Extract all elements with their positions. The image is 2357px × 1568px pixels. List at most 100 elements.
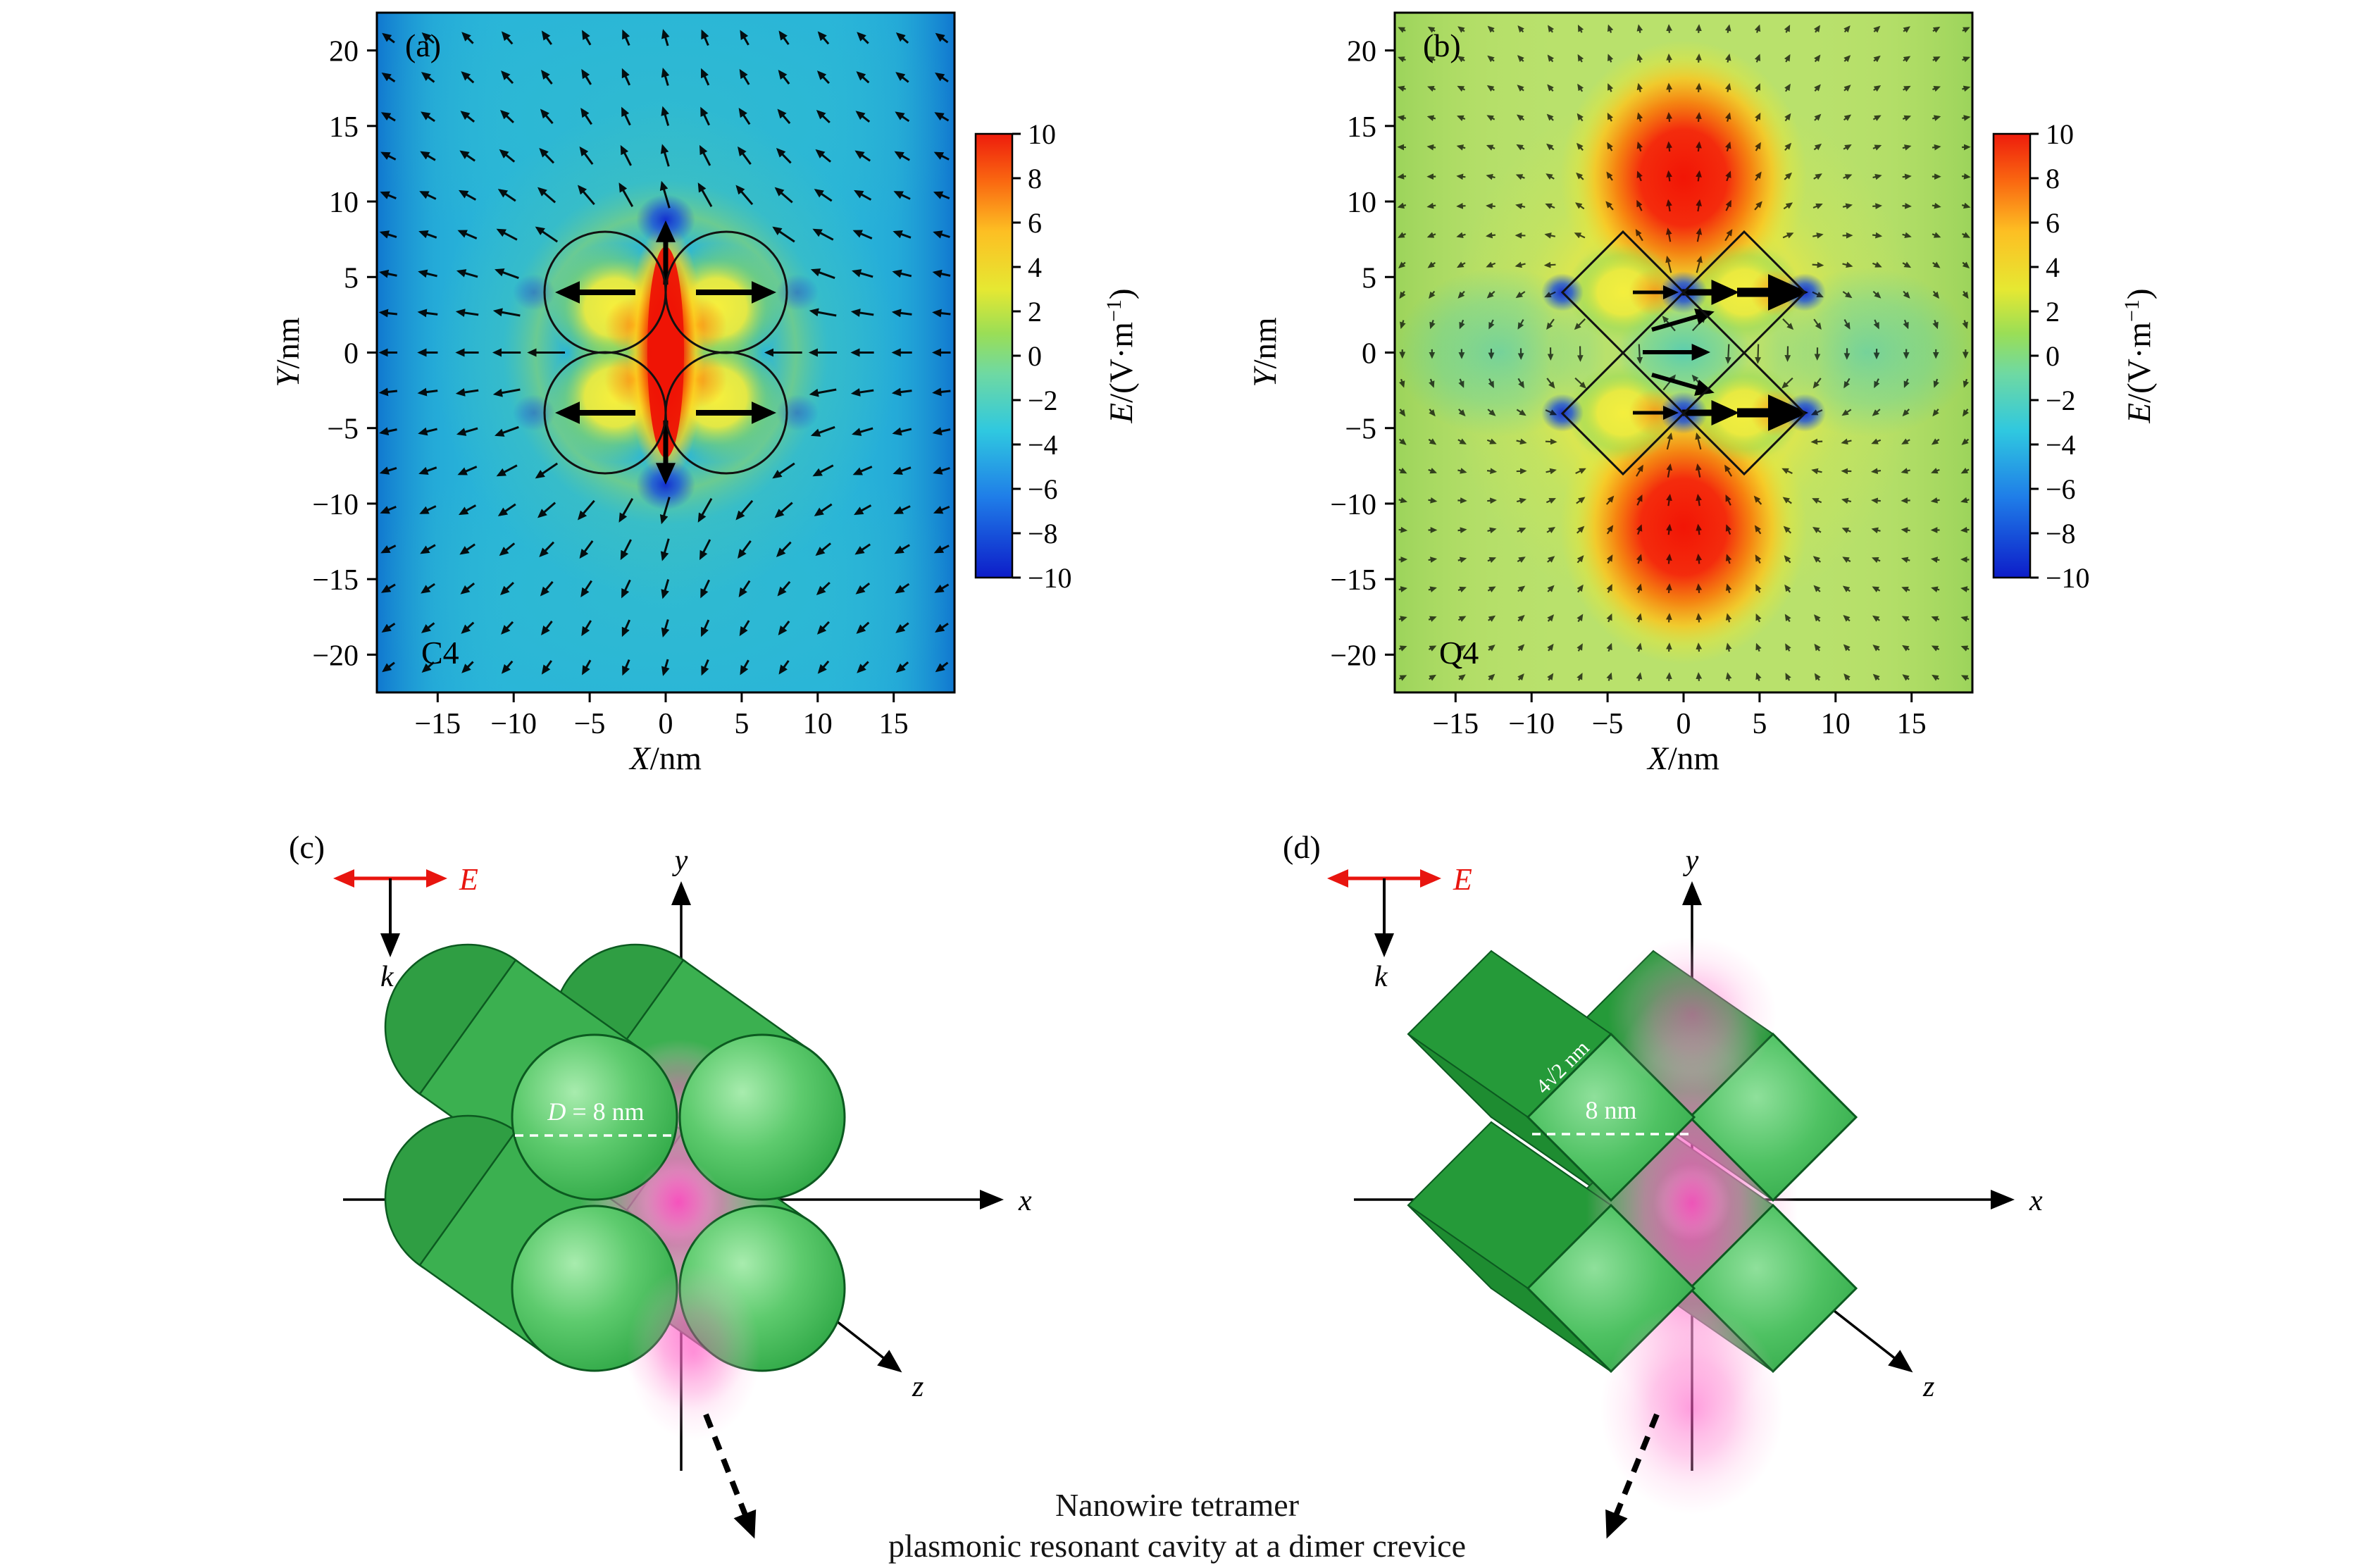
y-tick-label: 15 — [1347, 111, 1376, 144]
quiver-arrow — [456, 427, 478, 436]
colorbar-tick-label: 10 — [1028, 118, 1056, 150]
quiver-arrow — [892, 269, 912, 278]
quiver-arrow — [1725, 613, 1732, 623]
heatmap-b-cyan-side — [1761, 268, 1972, 437]
quiver-arrow — [1459, 319, 1465, 330]
quiver-arrow — [1841, 528, 1851, 534]
quiver-arrow — [1873, 319, 1879, 330]
cavity-glow-c-front — [627, 1264, 761, 1441]
y-tick-label: −15 — [1330, 564, 1376, 597]
quiver-arrow — [1724, 24, 1731, 33]
quiver-arrow — [1872, 673, 1880, 681]
quiver-arrow — [1930, 556, 1940, 563]
quiver-arrow — [1696, 170, 1702, 182]
quiver-arrow — [1575, 468, 1586, 475]
colorbar-b-label: E/(V·m−1) — [2120, 288, 2158, 423]
quiver-arrow — [419, 191, 437, 200]
quiver-arrow — [1636, 141, 1643, 152]
quiver-arrow — [621, 619, 631, 637]
quiver-arrow — [418, 466, 437, 475]
heatmap-a — [377, 13, 954, 692]
quiver-arrow — [814, 189, 833, 202]
colorbar-tick-label: −2 — [2046, 385, 2076, 416]
quiver-arrow — [1812, 378, 1822, 389]
quiver-arrow — [1607, 142, 1613, 151]
quiver-arrow — [380, 545, 397, 554]
quiver-arrow — [810, 268, 835, 280]
cylinder-front-face — [678, 1033, 846, 1201]
strong-arrows-a — [555, 220, 776, 485]
quiver-arrow — [417, 309, 438, 318]
y-tick-label: 20 — [1347, 36, 1376, 68]
quiver-arrow — [932, 427, 951, 436]
cavity-glow-d-front — [1600, 1303, 1784, 1514]
quiver-arrow — [661, 579, 670, 599]
quiver-arrow — [816, 70, 830, 85]
heatmap-a-blue-minimum — [776, 394, 819, 431]
quiver-arrow — [1576, 142, 1584, 151]
quiver-arrow — [1607, 112, 1614, 122]
quiver-arrow — [537, 502, 556, 518]
quiver-arrow — [933, 191, 950, 199]
quiver-arrow — [1576, 672, 1583, 681]
quiver-arrow — [1696, 199, 1702, 212]
quiver-arrow — [1755, 583, 1762, 593]
quiver-arrow — [895, 32, 909, 44]
quiver-field-a — [378, 29, 951, 676]
quiver-arrow — [621, 68, 631, 86]
quiver-arrow — [1428, 438, 1437, 445]
quiver-arrow — [856, 71, 870, 84]
quiver-arrow — [1398, 675, 1407, 681]
x-tick-label: −5 — [1592, 708, 1624, 740]
quiver-arrow — [1960, 586, 1970, 592]
z-axis-label-c: z — [912, 1371, 923, 1403]
quiver-arrow — [1843, 673, 1851, 681]
quiver-arrow — [580, 580, 592, 598]
quiver-arrow — [1458, 645, 1467, 652]
quiver-arrow — [1902, 232, 1912, 239]
quiver-arrow — [1872, 586, 1881, 592]
quiver-arrow — [1577, 83, 1584, 92]
quiver-arrow — [579, 146, 594, 166]
quiver-arrow — [1457, 85, 1466, 92]
quiver-arrow — [1487, 556, 1497, 564]
quiver-arrow — [1842, 203, 1853, 210]
quiver-arrow — [1931, 645, 1940, 652]
x-tick-label: 10 — [1821, 708, 1851, 740]
quiver-arrow — [1546, 468, 1557, 475]
quiver-arrow — [1872, 115, 1882, 121]
quiver-arrow — [934, 112, 950, 122]
quiver-arrow — [1605, 201, 1614, 211]
quiver-arrow — [380, 191, 397, 199]
quiver-arrow — [1517, 85, 1524, 92]
quiver-arrow — [1458, 378, 1464, 388]
quiver-arrow — [1398, 232, 1407, 238]
quiver-arrow — [1962, 56, 1970, 63]
crevice-pointer-arrow-c — [703, 1413, 757, 1539]
colorbar-tick-label: 2 — [2046, 296, 2060, 328]
quiver-arrow — [378, 387, 398, 397]
quiver-arrow — [1814, 673, 1821, 681]
quiver-arrow — [1517, 55, 1524, 63]
heatmap-a-hotspot-core — [647, 247, 684, 458]
quiver-arrow — [1576, 525, 1585, 534]
quiver-arrow — [1696, 228, 1703, 242]
quiver-arrow — [582, 30, 592, 46]
quiver-arrow — [1576, 555, 1584, 564]
quiver-arrow — [459, 150, 475, 162]
quiver-arrow — [539, 148, 555, 164]
quiver-arrow — [1932, 115, 1941, 121]
caption-line-1: Nanowire tetramer — [1055, 1487, 1299, 1523]
quiver-arrow — [1516, 438, 1527, 445]
quiver-arrow — [852, 269, 873, 278]
colorbar-tick-label: 8 — [1028, 163, 1042, 194]
quiver-arrow — [1754, 54, 1761, 63]
quiver-arrow — [1755, 554, 1762, 564]
quiver-arrow — [1962, 85, 1971, 92]
quiver-arrow — [1696, 53, 1702, 63]
quiver-arrow — [735, 499, 754, 521]
quiver-arrow — [1636, 554, 1643, 564]
quiver-arrow — [1932, 26, 1941, 33]
